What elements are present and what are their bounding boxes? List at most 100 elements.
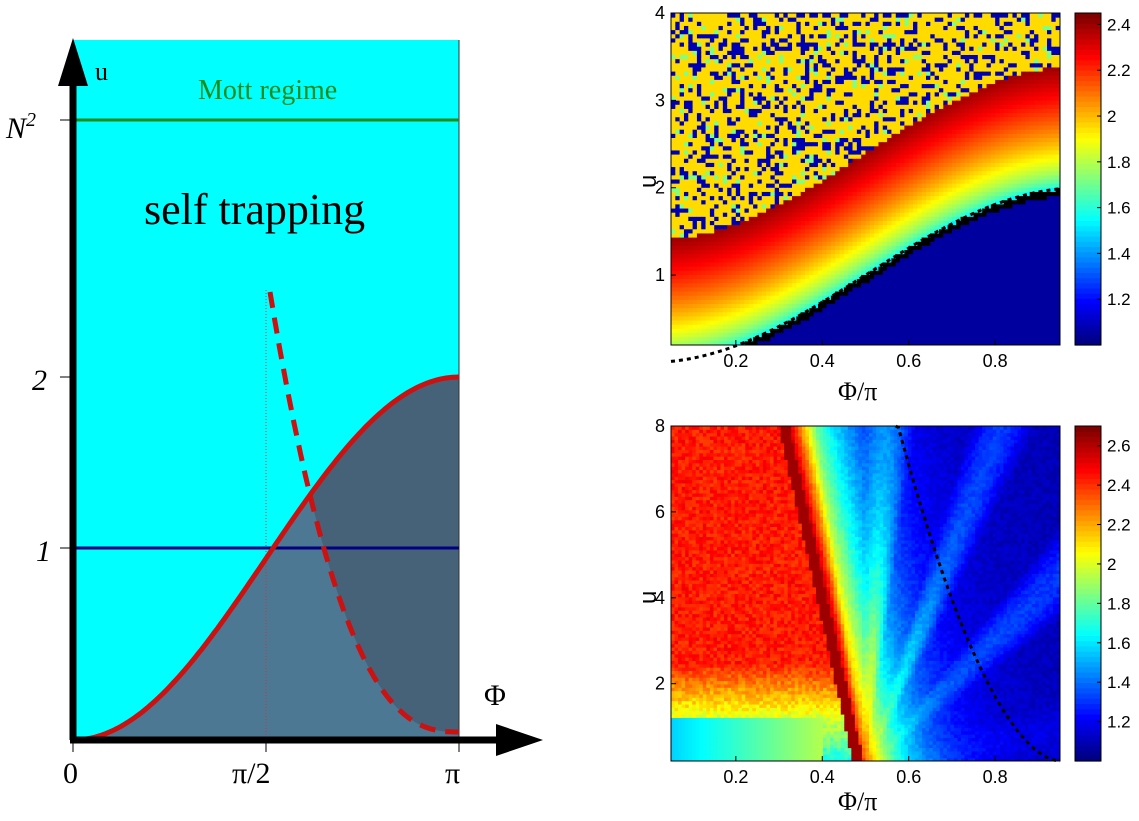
heatmap-cell: [831, 108, 836, 113]
heatmap-cell: [870, 287, 875, 292]
heatmap-cell: [840, 328, 845, 333]
heatmap-cell: [831, 283, 836, 288]
heatmap-cell: [891, 237, 896, 242]
heatmap-cell: [835, 133, 840, 138]
heatmap-cell: [917, 316, 922, 321]
heatmap-cell: [896, 96, 901, 101]
heatmap-cell: [749, 304, 754, 309]
heatmap-cell: [762, 291, 767, 296]
heatmap-cell: [753, 299, 758, 304]
heatmap-cell: [818, 179, 823, 184]
heatmap-cell: [788, 125, 793, 130]
heatmap-cell: [848, 208, 853, 213]
heatmap-cell: [835, 38, 840, 43]
heatmap-cell: [818, 129, 823, 134]
heatmap-cell: [866, 150, 871, 155]
heatmap-cell: [779, 117, 784, 122]
heatmap-cell: [792, 133, 797, 138]
heatmap-cell: [744, 100, 749, 105]
heatmap-cell: [809, 241, 814, 246]
heatmap-cell: [688, 212, 693, 217]
heatmap-cell: [814, 38, 819, 43]
heatmap-cell: [835, 212, 840, 217]
heatmap-cell: [688, 295, 693, 300]
heatmap-cell: [909, 121, 914, 126]
heatmap-cell: [762, 100, 767, 105]
heatmap-cell: [680, 50, 685, 55]
heatmap-cell: [805, 258, 810, 263]
heatmap-cell: [710, 59, 715, 64]
heatmap-cell: [887, 133, 892, 138]
heatmap-cell: [749, 208, 754, 213]
heatmap-cell: [891, 84, 896, 89]
heatmap-cell: [896, 75, 901, 80]
heatmap-cell: [693, 129, 698, 134]
heatmap-cell: [809, 250, 814, 255]
heatmap-cell: [861, 71, 866, 76]
heatmap-cell: [887, 233, 892, 238]
heatmap-cell: [762, 245, 767, 250]
heatmap-cell: [706, 142, 711, 147]
heatmap-cell: [779, 221, 784, 226]
heatmap-cell: [723, 117, 728, 122]
heatmap-cell: [714, 191, 719, 196]
heatmap-cell: [788, 71, 793, 76]
heatmap-cell: [671, 250, 676, 255]
heatmap-cell: [814, 171, 819, 176]
heatmap-cell: [671, 171, 676, 176]
heatmap-cell: [891, 200, 896, 205]
heatmap-cell: [697, 216, 702, 221]
heatmap-cell: [922, 295, 927, 300]
heatmap-cell: [697, 200, 702, 205]
heatmap-cell: [740, 50, 745, 55]
heatmap-cell: [926, 254, 931, 259]
heatmap-cell: [844, 129, 849, 134]
heatmap-cell: [930, 320, 935, 325]
heatmap-cell: [688, 117, 693, 122]
heatmap-cell: [762, 187, 767, 192]
heatmap-cell: [736, 183, 741, 188]
heatmap-cell: [779, 125, 784, 130]
heatmap-cell: [900, 59, 905, 64]
heatmap-cell: [671, 121, 676, 126]
heatmap-cell: [693, 150, 698, 155]
heatmap-cell: [714, 237, 719, 242]
heatmap-cell: [714, 221, 719, 226]
heatmap-cell: [835, 179, 840, 184]
heatmap-cell: [801, 138, 806, 143]
heatmap-cell: [870, 142, 875, 147]
heatmap-cell: [723, 104, 728, 109]
heatmap-cell: [688, 187, 693, 192]
heatmap-cell: [766, 258, 771, 263]
heatmap-cell: [680, 179, 685, 184]
heatmap-cell: [744, 241, 749, 246]
heatmap-cell: [904, 229, 909, 234]
heatmap-cell: [883, 233, 888, 238]
heatmap-cell: [675, 55, 680, 60]
heatmap-cell: [740, 291, 745, 296]
heatmap-cell: [848, 250, 853, 255]
heatmap-cell: [840, 21, 845, 26]
heatmap-cell: [727, 67, 732, 72]
heatmap-cell: [835, 237, 840, 242]
heatmap-cell: [779, 191, 784, 196]
heatmap-cell: [935, 59, 940, 64]
heatmap-cell: [891, 129, 896, 134]
heatmap-cell: [827, 204, 832, 209]
heatmap-cell: [870, 108, 875, 113]
heatmap-cell: [801, 241, 806, 246]
heatmap-cell: [900, 295, 905, 300]
x-axis-arrowhead: [496, 724, 543, 756]
heatmap-cell: [775, 67, 780, 72]
heatmap-cell: [697, 183, 702, 188]
heatmap-cell: [684, 333, 689, 338]
heatmap-cell: [671, 104, 676, 109]
heatmap-cell: [935, 316, 940, 321]
heatmap-cell: [835, 328, 840, 333]
heatmap-cell: [935, 250, 940, 255]
heatmap-cell: [719, 34, 724, 39]
heatmap-cell: [801, 158, 806, 163]
heatmap-cell: [749, 225, 754, 230]
heatmap-cell: [740, 108, 745, 113]
heatmap-cell: [870, 167, 875, 172]
